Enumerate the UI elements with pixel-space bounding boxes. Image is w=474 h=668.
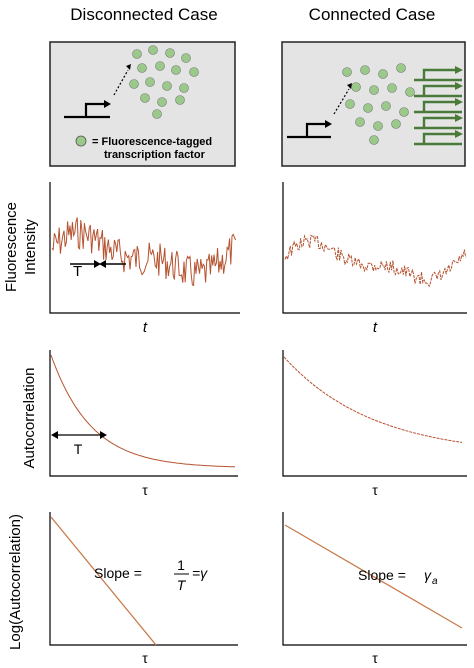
- connected-log-panel: Slope = γ a τ: [282, 512, 467, 666]
- target-gene-arrow-icon: [414, 84, 462, 98]
- disconnected-trace-panel: T t: [49, 182, 240, 336]
- connected-schematic: [281, 41, 466, 167]
- target-gene-arrow-icon: [414, 68, 462, 82]
- transcription-factor-dot: [155, 61, 165, 71]
- transcription-factor-dot: [132, 49, 142, 59]
- correlation-time-label: T: [74, 441, 83, 457]
- y-axis: [282, 350, 467, 477]
- disconnected-fluorescence-trace: [51, 217, 237, 287]
- slope-prefix: Slope =: [358, 567, 406, 583]
- transcription-factor-dot: [162, 81, 172, 91]
- transcription-factor-dot: [157, 97, 167, 107]
- target-gene-arrow-icon: [414, 132, 462, 146]
- transcription-factor-dot: [378, 69, 388, 79]
- log-autocorrelation-label: Log(Autocorrelation): [7, 514, 24, 650]
- disconnected-log-line: [50, 516, 157, 646]
- transcription-factor-dot: [179, 83, 189, 93]
- autocorrelation-label: Autocorrelation: [21, 368, 38, 469]
- slope-prefix: Slope =: [94, 565, 142, 581]
- connected-autocorrelation-panel: τ: [282, 350, 467, 498]
- time-scale-label: T: [73, 263, 82, 280]
- promoter-arrow-icon: [287, 122, 331, 139]
- connected-trace-panel: t: [282, 182, 467, 336]
- transcription-factor-dot: [152, 109, 162, 119]
- transcription-factor-dot: [396, 63, 406, 73]
- disconnected-autocorrelation-panel: T τ: [49, 350, 238, 498]
- transcription-factor-dot: [189, 67, 199, 77]
- fluorescence-label-line-1: Fluorescence: [3, 202, 20, 292]
- y-axis: [49, 512, 238, 646]
- transcription-factor-dot: [129, 79, 139, 89]
- x-axis-label-tau: τ: [372, 650, 378, 666]
- y-axis: [282, 182, 467, 314]
- slope-gamma: =γ: [192, 565, 208, 581]
- transcription-factor-cluster: [129, 45, 199, 119]
- target-gene-arrow-icon: [414, 116, 462, 130]
- x-axis-label-t: t: [373, 319, 378, 336]
- transcription-factor-dot: [369, 135, 379, 145]
- transcription-factor-dot: [381, 101, 391, 111]
- transcription-factor-dot: [355, 117, 365, 127]
- transcription-factor-dot: [373, 121, 383, 131]
- target-gene-arrow-icon: [414, 100, 462, 114]
- slope-gamma-subscript: a: [432, 576, 438, 587]
- y-axis: [49, 182, 240, 314]
- target-gene-arrowhead-icon: [455, 130, 463, 138]
- transcription-factor-dot: [387, 83, 397, 93]
- connected-log-line: [284, 524, 463, 629]
- expression-arrow-icon: [113, 69, 129, 96]
- disconnected-log-panel: Slope = 1 T =γ τ: [49, 512, 238, 666]
- transcription-factor-cluster: [342, 63, 415, 145]
- transcription-factor-dot: [345, 99, 355, 109]
- transcription-factor-dot: [369, 85, 379, 95]
- x-axis-label-t: t: [143, 319, 148, 336]
- transcription-factor-dot: [405, 87, 415, 97]
- target-gene-arrowhead-icon: [455, 82, 463, 90]
- x-axis-label-tau: τ: [142, 650, 148, 666]
- transcription-factor-dot: [140, 93, 150, 103]
- slope-numerator: 1: [177, 557, 185, 573]
- slope-gamma-a: γ: [424, 567, 432, 583]
- legend-line-1: = Fluorescence-tagged: [92, 136, 212, 148]
- promoter-arrow-icon: [64, 102, 110, 119]
- x-axis-label-tau: τ: [372, 482, 378, 498]
- transcription-factor-dot: [342, 67, 352, 77]
- x-axis-label-tau: τ: [142, 482, 148, 498]
- slope-denominator: T: [177, 577, 187, 593]
- transcription-factor-dot: [175, 95, 185, 105]
- disconnected-autocorrelation-curve: [50, 354, 235, 468]
- transcription-factor-dot: [137, 63, 147, 73]
- transcription-factor-dot: [145, 77, 155, 87]
- transcription-factor-dot: [363, 103, 373, 113]
- y-axis: [49, 350, 238, 477]
- transcription-factor-dot: [351, 82, 361, 92]
- target-gene-arrowhead-icon: [455, 66, 463, 74]
- transcription-factor-dot: [148, 45, 158, 55]
- left-column-title: Disconnected Case: [70, 5, 217, 24]
- target-gene-arrowhead-icon: [455, 114, 463, 122]
- legend-line-2: transcription factor: [104, 149, 206, 161]
- y-axis: [282, 512, 467, 646]
- expression-arrow-icon: [333, 88, 350, 115]
- right-column-title: Connected Case: [309, 5, 436, 24]
- transcription-factor-dot: [391, 119, 401, 129]
- connected-box: [281, 41, 466, 167]
- transcription-factor-dot: [360, 65, 370, 75]
- connected-fluorescence-trace: [284, 234, 467, 288]
- target-gene-arrowhead-icon: [455, 98, 463, 106]
- connected-autocorrelation-curve: [283, 356, 463, 443]
- fluorescence-label-line-2: Intensity: [22, 219, 39, 275]
- disconnected-schematic: = Fluorescence-tagged transcription fact…: [49, 41, 236, 167]
- transcription-factor-dot: [399, 107, 409, 117]
- target-gene-array-icon: [414, 66, 463, 146]
- transcription-factor-dot: [181, 53, 191, 63]
- transcription-factor-dot: [171, 65, 181, 75]
- legend-dot-icon: [75, 135, 87, 147]
- transcription-factor-dot: [165, 48, 175, 58]
